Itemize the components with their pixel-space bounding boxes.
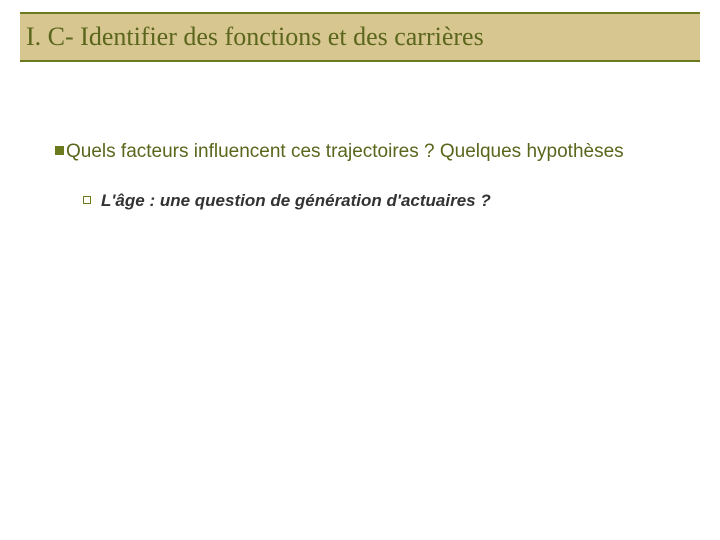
title-bar: I. C- Identifier des fonctions et des ca…	[20, 12, 700, 62]
bullet-level1: Quels facteurs influencent ces trajectoi…	[55, 140, 690, 164]
bullet-level2: L'âge : une question de génération d'act…	[83, 190, 690, 211]
square-outline-bullet-icon	[83, 196, 91, 204]
slide-title: I. C- Identifier des fonctions et des ca…	[26, 22, 484, 52]
body-area: Quels facteurs influencent ces trajectoi…	[55, 140, 690, 211]
bullet-level1-text: Quels facteurs influencent ces trajectoi…	[66, 140, 624, 164]
slide: I. C- Identifier des fonctions et des ca…	[0, 0, 720, 540]
square-bullet-icon	[55, 146, 64, 155]
bullet-level2-text: L'âge : une question de génération d'act…	[101, 190, 491, 211]
